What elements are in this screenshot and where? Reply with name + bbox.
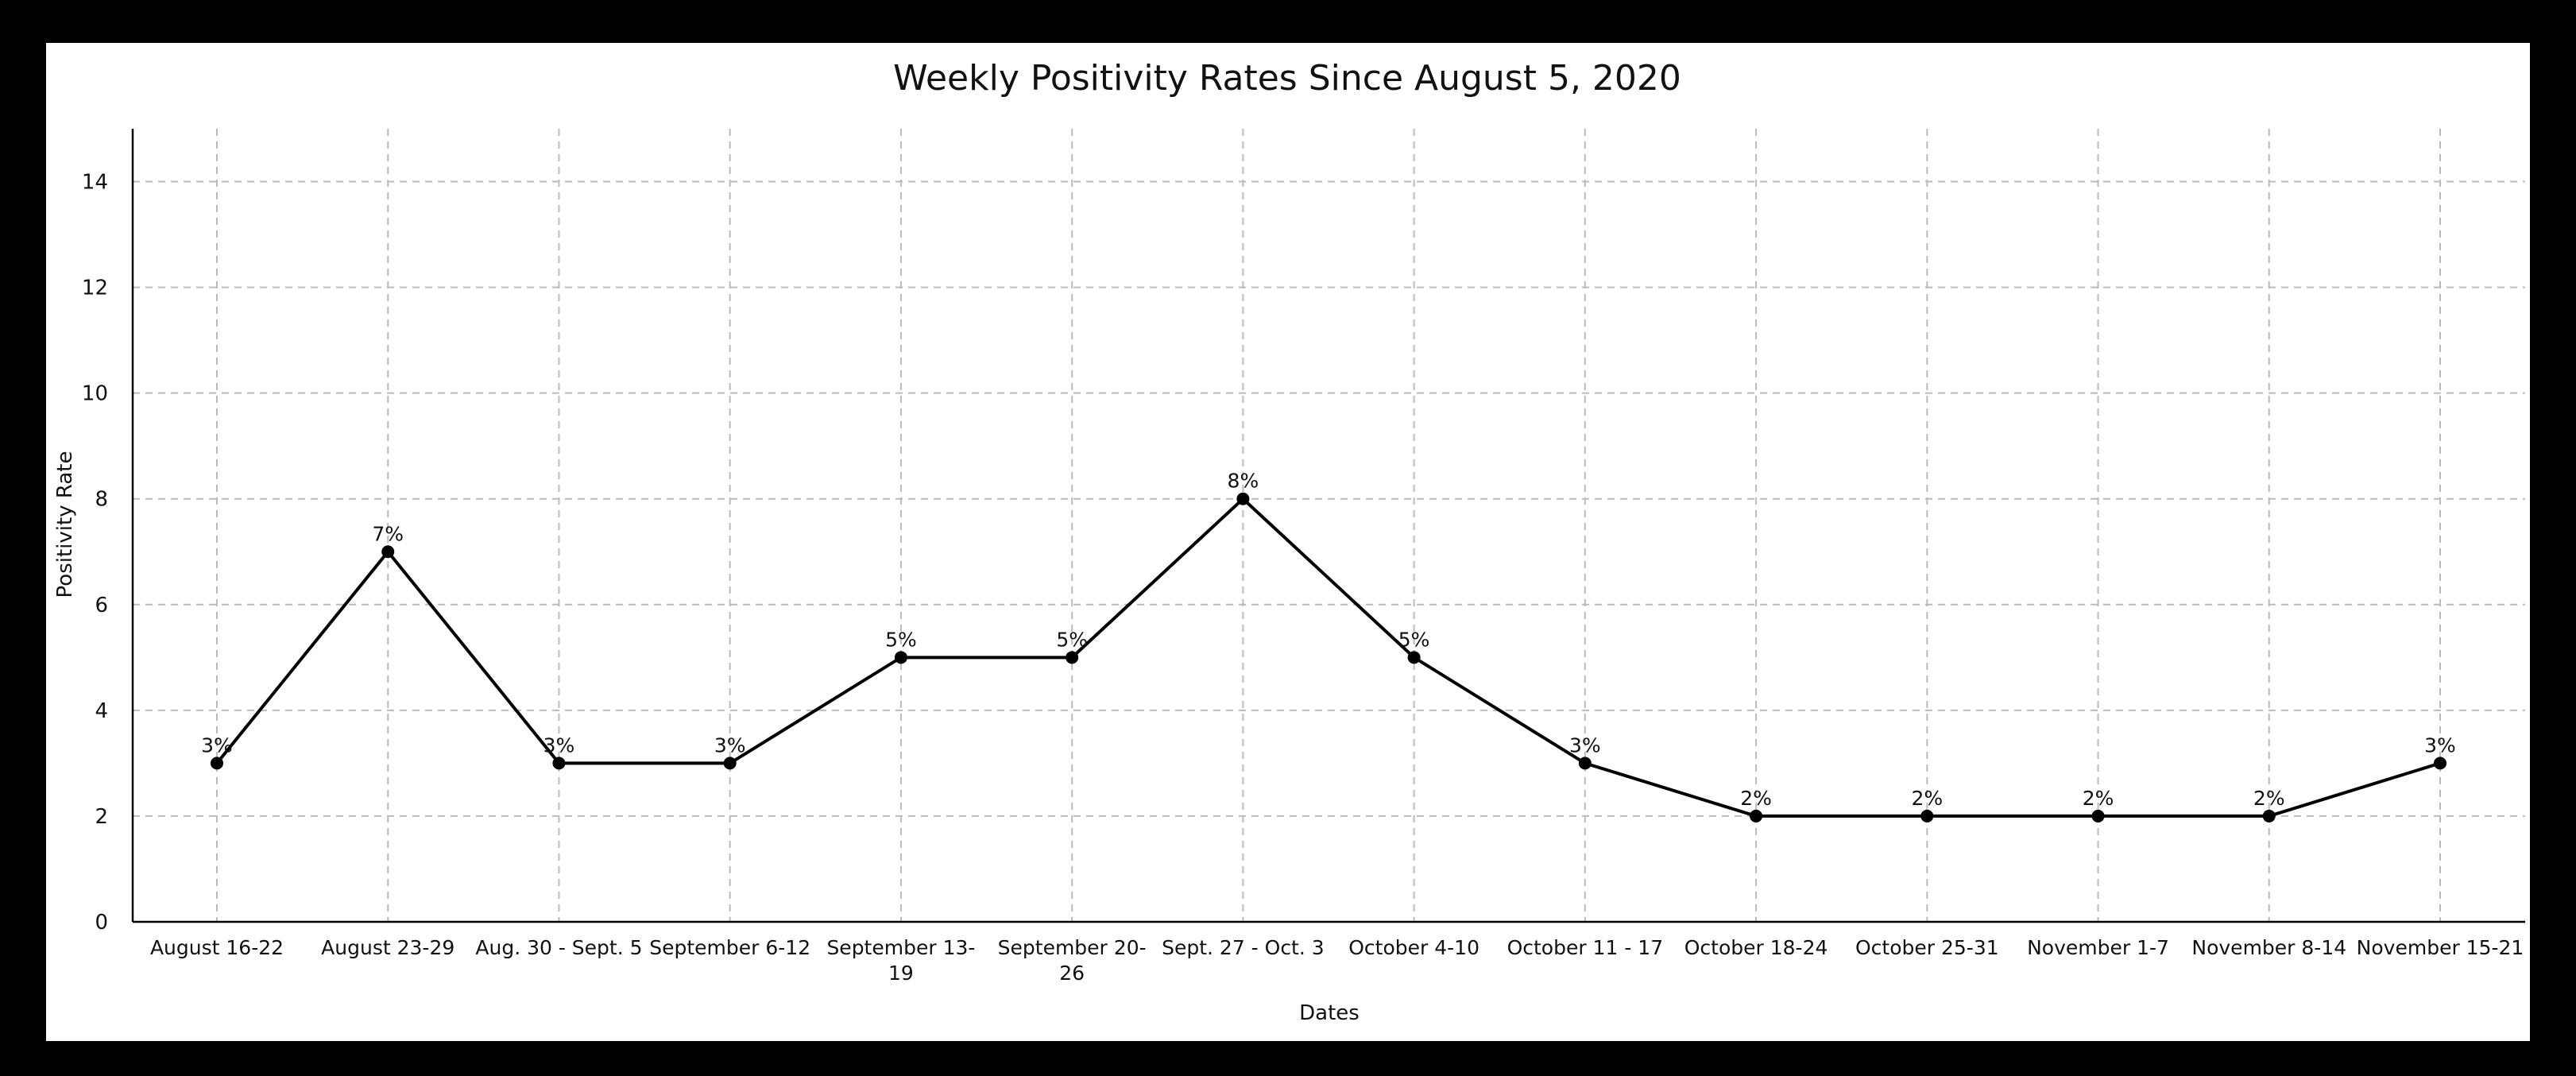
data-point <box>1407 651 1421 664</box>
data-point <box>1750 809 1763 822</box>
data-point <box>552 757 566 770</box>
x-tick-label: November 15-21 <box>2357 936 2524 959</box>
x-tick-label: September 6-12 <box>649 936 810 959</box>
data-point <box>211 757 223 770</box>
data-label: 3% <box>543 733 575 757</box>
x-tick-label: October 11 - 17 <box>1507 936 1664 959</box>
data-label: 7% <box>372 522 404 545</box>
y-axis-label: Positivity Rate <box>53 451 77 598</box>
data-point <box>723 757 737 770</box>
data-label: 2% <box>2253 787 2285 810</box>
data-point <box>2091 809 2105 822</box>
data-label: 5% <box>1398 628 1430 651</box>
data-label: 3% <box>2424 733 2456 757</box>
grid-lines <box>133 129 2525 922</box>
data-point <box>2434 757 2446 770</box>
data-label: 3% <box>1569 733 1601 757</box>
data-label: 5% <box>1056 628 1088 651</box>
data-point <box>894 651 907 664</box>
chart-title: Weekly Positivity Rates Since August 5, … <box>893 58 1681 99</box>
data-label: 8% <box>1228 470 1259 493</box>
data-labels: 3% 7% 3% 3% 5% 5% 8% 5% 3% 2% 2% 2% 2% 3% <box>201 470 2456 810</box>
data-label: 2% <box>1911 787 1943 810</box>
x-tick-label: Aug. 30 - Sept. 5 <box>475 936 642 959</box>
series-line <box>211 492 2446 822</box>
x-tick-label: September 20-26 <box>998 936 1147 985</box>
y-tick-label: 14 <box>82 171 108 195</box>
data-label: 3% <box>201 733 233 757</box>
x-axis: August 16-22 August 23-29 Aug. 30 - Sept. … <box>133 920 2525 985</box>
y-tick-label: 10 <box>82 382 108 406</box>
x-tick-label: August 23-29 <box>321 936 454 959</box>
x-axis-label: Dates <box>1299 1001 1360 1025</box>
y-tick-label: 2 <box>95 805 108 829</box>
x-tick-label: November 1-7 <box>2027 936 2169 959</box>
x-tick-label: October 25-31 <box>1855 936 1999 959</box>
data-point <box>381 545 395 559</box>
data-point <box>1066 651 1079 664</box>
y-tick-label: 4 <box>95 699 108 723</box>
data-point <box>2262 809 2276 822</box>
y-tick-label: 0 <box>95 911 108 935</box>
data-point <box>1920 809 1934 822</box>
y-tick-label: 8 <box>95 488 108 512</box>
y-tick-label: 6 <box>95 594 108 617</box>
x-tick-label: September 13-19 <box>826 936 975 985</box>
series-polyline <box>215 497 2441 818</box>
data-label: 2% <box>1740 787 1772 810</box>
data-label: 3% <box>714 733 746 757</box>
y-tick-label: 12 <box>82 277 108 300</box>
data-point <box>1578 757 1592 770</box>
data-label: 5% <box>885 628 917 651</box>
x-tick-label: Sept. 27 - Oct. 3 <box>1162 936 1325 959</box>
x-tick-label: August 16-22 <box>150 936 284 959</box>
data-label: 2% <box>2083 787 2114 810</box>
x-tick-label: November 8-14 <box>2191 936 2346 959</box>
x-tick-label: October 18-24 <box>1684 936 1828 959</box>
x-tick-label: October 4-10 <box>1348 936 1479 959</box>
data-point <box>1236 492 1250 505</box>
y-axis: 0 2 4 6 8 10 12 14 <box>82 129 134 935</box>
